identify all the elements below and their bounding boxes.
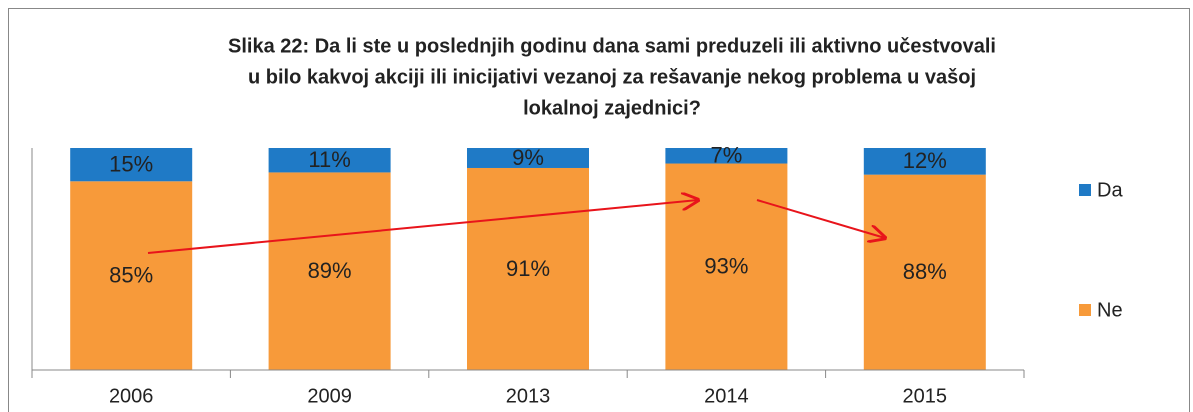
legend-swatch xyxy=(1079,304,1091,316)
bar-segment xyxy=(467,148,589,168)
chart-title: u bilo kakvoj akciji ili inicijativi vez… xyxy=(248,66,976,88)
bar-segment xyxy=(665,148,788,164)
bar-segment xyxy=(70,181,193,370)
data-label: 7% xyxy=(711,143,743,168)
chart-title: lokalnoj zajednici? xyxy=(523,97,701,119)
data-label: 88% xyxy=(903,259,947,284)
x-tick-label: 2013 xyxy=(506,385,551,407)
data-label: 91% xyxy=(506,256,550,281)
data-label: 89% xyxy=(308,258,352,283)
x-tick-label: 2014 xyxy=(704,385,749,407)
data-label: 11% xyxy=(308,147,350,172)
legend-label: Da xyxy=(1097,179,1123,201)
legend-swatch xyxy=(1079,184,1091,196)
data-label: 85% xyxy=(109,262,153,287)
trend-arrow xyxy=(147,200,698,254)
x-tick-label: 2009 xyxy=(307,385,352,407)
bar-segment xyxy=(268,148,391,173)
data-label: 15% xyxy=(109,151,153,176)
data-label: 12% xyxy=(903,148,947,173)
data-label: 93% xyxy=(704,254,748,279)
bar-segment xyxy=(863,174,986,370)
chart-title: Slika 22: Da li ste u poslednjih godinu … xyxy=(228,35,996,57)
x-tick-label: 2006 xyxy=(109,385,154,407)
bar-segment xyxy=(863,148,986,175)
bar-segment xyxy=(70,148,193,182)
legend-label: Ne xyxy=(1097,299,1123,321)
x-tick-label: 2015 xyxy=(903,385,948,407)
trend-arrow xyxy=(756,199,885,238)
bar-segment xyxy=(268,172,391,370)
data-label: 9% xyxy=(512,145,544,170)
bar-segment xyxy=(467,167,589,370)
